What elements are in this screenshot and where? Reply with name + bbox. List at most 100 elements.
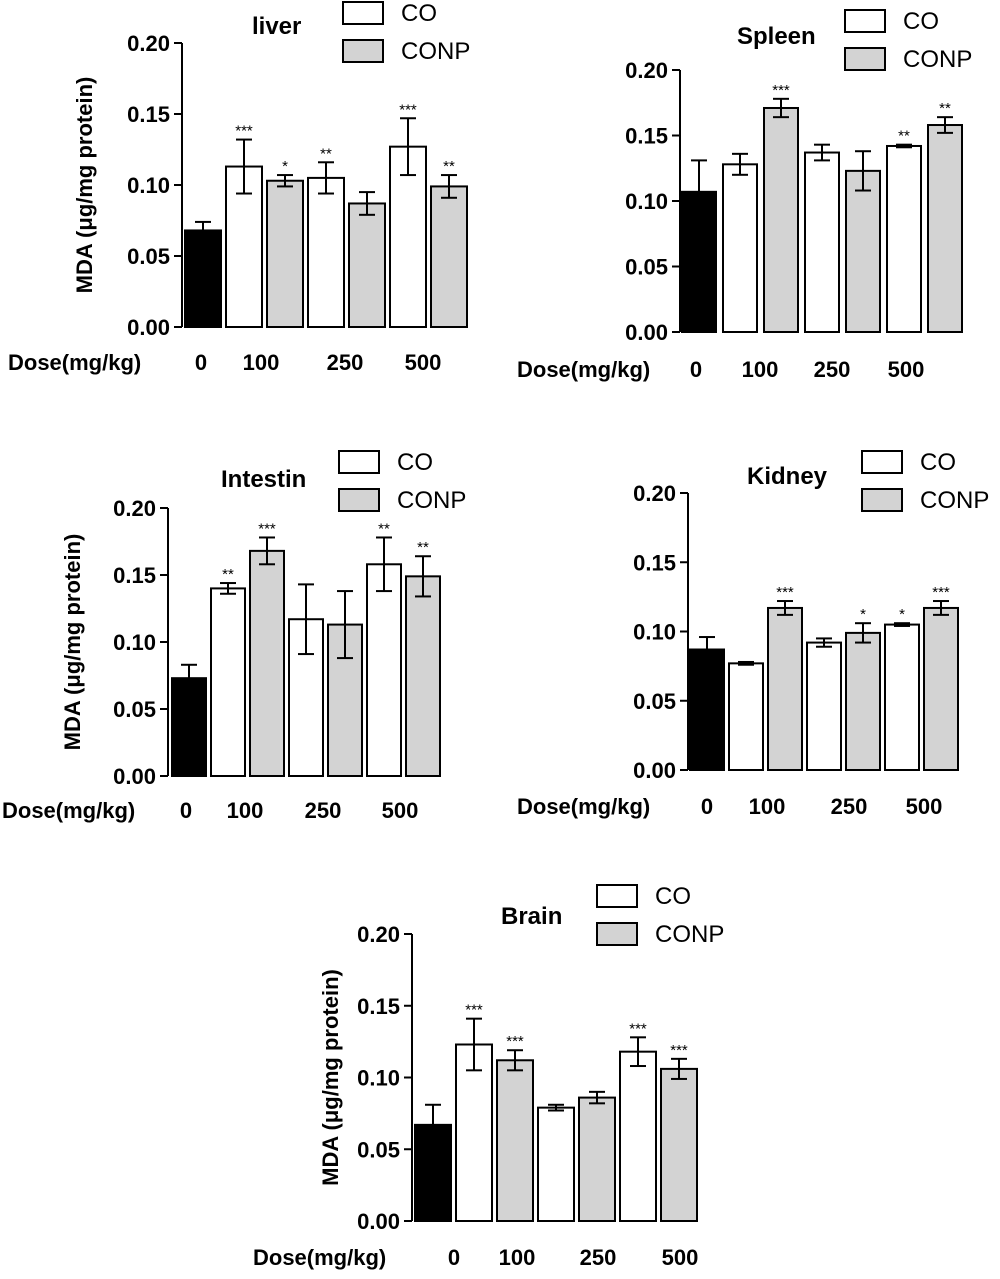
bar-conp-100	[496, 1059, 534, 1223]
significance-label: **	[378, 520, 390, 537]
legend-swatch-conp	[342, 39, 384, 63]
legend-label: CONP	[401, 38, 470, 65]
bar-conp-100	[767, 606, 803, 772]
significance-label: ***	[465, 1002, 483, 1019]
bar-co-250	[307, 176, 345, 328]
bar-conp-250	[845, 169, 881, 333]
y-tick-label: 0.00	[625, 320, 668, 345]
bar-conp-500	[927, 124, 963, 333]
legend-label: CO	[397, 449, 433, 476]
y-tick-label: 0.20	[625, 58, 668, 83]
bar-co-500	[366, 563, 402, 778]
significance-label: ***	[772, 82, 790, 99]
dose-tick-label: 100	[243, 350, 280, 375]
y-tick-label: 0.20	[113, 496, 156, 521]
dose-axis-label: Dose(mg/kg)	[517, 357, 650, 382]
dose-axis-label: Dose(mg/kg)	[2, 798, 135, 823]
panel-spleen: 0.000.050.100.150.20*******Dose(mg/kg) 0 1…	[517, 8, 972, 382]
significance-label: **	[320, 145, 332, 162]
bar-co-100	[728, 662, 764, 771]
legend: CO CONP	[596, 883, 724, 948]
dose-tick-label: 100	[227, 798, 264, 823]
legend-label: CONP	[903, 46, 972, 73]
y-tick-label: 0.15	[633, 550, 676, 575]
dose-tick-label: 0	[690, 357, 702, 382]
bar-conp-250	[845, 631, 881, 772]
significance-label: *	[899, 606, 905, 623]
panel-kidney: 0.000.050.100.150.20**** ****Dose(mg/kg) 0…	[517, 449, 989, 819]
significance-label: ***	[629, 1020, 647, 1037]
legend-label: CO	[401, 0, 437, 27]
bar-co-100	[455, 1043, 493, 1222]
dose-tick-label: 0	[448, 1245, 460, 1270]
bar-conp-250	[578, 1096, 616, 1222]
y-tick-label: 0.10	[113, 630, 156, 655]
dose-tick-label: 0	[701, 794, 713, 819]
significance-label: ***	[399, 101, 417, 118]
dose-tick-label: 500	[888, 357, 925, 382]
y-tick-label: 0.10	[357, 1066, 400, 1091]
y-tick-label: 0.05	[357, 1137, 400, 1162]
legend-label: CONP	[920, 487, 989, 514]
bar-co-100	[210, 587, 246, 778]
dose-tick-label: 250	[814, 357, 851, 382]
panel-brain: 0.00 0.05 0.10 0.15 0.20 MDA (μg/mg protein) *…	[253, 883, 724, 1270]
y-tick-label: 0.00	[127, 315, 170, 340]
significance-label: **	[222, 566, 234, 583]
legend-swatch-co	[844, 9, 886, 33]
panel-title: Brain	[501, 903, 562, 930]
significance-label: *	[282, 158, 288, 175]
legend-swatch-co	[596, 884, 638, 908]
dose-tick-label: 250	[327, 350, 364, 375]
panel-title: Intestin	[221, 466, 306, 493]
legend-label: CO	[903, 8, 939, 35]
legend: CO CONP	[844, 8, 972, 73]
dose-axis-label: Dose(mg/kg)	[253, 1245, 386, 1270]
bar-co-500	[886, 144, 922, 333]
y-tick-label: 0.00	[633, 758, 676, 783]
panel-title: Spleen	[737, 23, 816, 50]
y-tick-label: 0.10	[633, 620, 676, 645]
dose-tick-label: 0	[195, 350, 207, 375]
significance-label: ***	[670, 1042, 688, 1059]
legend-label: CONP	[655, 921, 724, 948]
bar-control-0	[184, 229, 222, 328]
bar-co-250	[537, 1106, 575, 1223]
legend-swatch-conp	[861, 488, 903, 512]
bar-control-0	[689, 648, 725, 772]
dose-tick-label: 100	[499, 1245, 536, 1270]
y-axis-title: MDA (μg/mg protein)	[60, 534, 85, 751]
significance-label: ***	[258, 520, 276, 537]
y-tick-label: 0.05	[113, 697, 156, 722]
legend-swatch-conp	[596, 922, 638, 946]
dose-tick-label: 500	[662, 1245, 699, 1270]
legend-swatch-conp	[844, 47, 886, 71]
y-tick-label: 0.05	[127, 244, 170, 269]
bar-conp-100	[763, 106, 799, 333]
y-tick-label: 0.05	[633, 689, 676, 714]
bar-co-500	[884, 623, 920, 772]
significance-label: **	[417, 539, 429, 556]
bar-co-500	[389, 145, 427, 328]
y-tick-label: 0.00	[113, 764, 156, 789]
legend-swatch-co	[861, 450, 903, 474]
legend-label: CONP	[397, 487, 466, 514]
bar-co-500	[619, 1050, 657, 1223]
bar-co-250	[806, 641, 842, 772]
significance-label: ***	[235, 123, 253, 140]
dose-tick-label: 100	[749, 794, 786, 819]
significance-label: **	[898, 128, 910, 145]
bar-conp-500	[660, 1067, 698, 1223]
y-tick-label: 0.05	[625, 255, 668, 280]
dose-axis-label: Dose(mg/kg)	[8, 350, 141, 375]
dose-tick-label: 500	[382, 798, 419, 823]
significance-label: ***	[776, 584, 794, 601]
dose-tick-label: 250	[831, 794, 868, 819]
bar-conp-100	[249, 549, 285, 777]
y-tick-label: 0.15	[625, 124, 668, 149]
bar-conp-500	[405, 575, 441, 778]
panel-title: Kidney	[747, 463, 828, 490]
legend-label: CO	[655, 883, 691, 910]
y-tick-label: 0.00	[357, 1209, 400, 1234]
